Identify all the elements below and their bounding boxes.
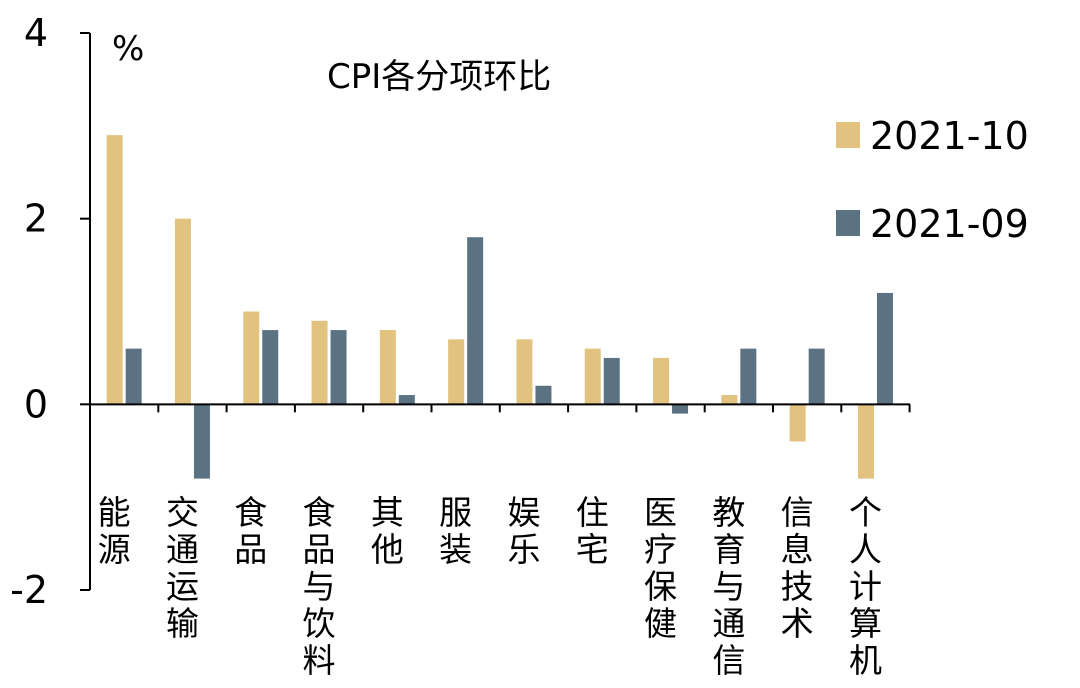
category-label: 服装 — [439, 493, 472, 569]
bar-2021-10-服装 — [448, 339, 465, 405]
bar-2021-09-交通运输 — [193, 404, 210, 479]
y-tick-label: 2 — [24, 197, 48, 241]
category-label: 教育与通信 — [712, 493, 745, 680]
x-ticks-group — [89, 404, 911, 413]
bar-2021-09-教育与通信 — [740, 348, 757, 405]
bar-2021-10-娱乐 — [516, 339, 533, 405]
y-tick-label: 4 — [24, 11, 48, 55]
bar-2021-09-娱乐 — [535, 385, 552, 405]
bar-2021-10-食品与饮料 — [311, 320, 328, 405]
bar-2021-10-其他 — [379, 330, 396, 405]
bar-2021-10-个人计算机 — [857, 404, 874, 479]
y-tick-label: -2 — [10, 568, 48, 612]
bar-2021-09-服装 — [467, 237, 484, 405]
category-label: 信息技术 — [781, 493, 814, 643]
legend-label-2021-09: 2021-09 — [870, 202, 1029, 246]
bar-2021-10-医疗保健 — [653, 357, 670, 405]
bar-2021-09-住宅 — [603, 357, 620, 405]
y-ticks-group: -2 0 2 4 — [10, 11, 90, 612]
bar-2021-09-其他 — [398, 395, 415, 405]
category-label: 食品与饮料 — [303, 493, 336, 680]
category-label: 娱乐 — [507, 493, 540, 569]
bar-2021-09-食品 — [262, 330, 279, 405]
category-label: 能源 — [98, 493, 131, 569]
bar-2021-10-食品 — [243, 311, 260, 405]
bar-2021-09-医疗保健 — [672, 404, 689, 414]
category-label: 其他 — [371, 493, 404, 569]
chart-title: CPI各分项环比 — [327, 57, 551, 97]
category-label: 交通运输 — [166, 493, 199, 643]
legend-swatch-2021-10 — [836, 122, 860, 148]
bar-2021-09-个人计算机 — [876, 292, 893, 405]
legend-swatch-2021-09 — [836, 210, 860, 236]
bar-2021-09-食品与饮料 — [330, 330, 347, 405]
bar-2021-10-交通运输 — [174, 218, 191, 405]
bar-2021-10-住宅 — [584, 348, 601, 405]
category-label: 个人计算机 — [849, 493, 882, 680]
legend-label-2021-10: 2021-10 — [870, 114, 1029, 158]
legend: 2021-10 2021-09 — [836, 114, 1029, 246]
category-label: 食品 — [234, 493, 267, 569]
bar-2021-10-能源 — [106, 135, 123, 405]
bar-2021-10-信息技术 — [789, 404, 806, 442]
bar-2021-09-信息技术 — [808, 348, 825, 405]
category-label: 医疗保健 — [644, 493, 677, 643]
y-tick-label: 0 — [24, 382, 48, 426]
category-label: 住宅 — [576, 493, 609, 569]
bar-2021-09-能源 — [125, 348, 142, 405]
unit-label: % — [112, 29, 144, 69]
bar-2021-10-教育与通信 — [721, 395, 738, 405]
bars-group — [106, 135, 893, 479]
